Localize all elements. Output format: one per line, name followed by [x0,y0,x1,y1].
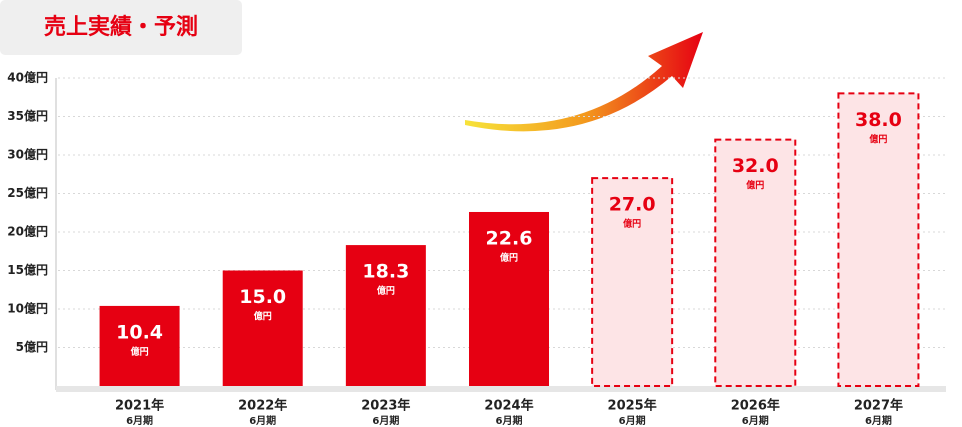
x-tick-label: 2021年 [115,398,164,414]
y-tick-label: 10億円 [7,301,48,316]
x-tick-label: 2027年 [854,398,903,414]
bar [345,245,426,386]
bar [469,211,549,386]
value-label: 15.0 [239,286,286,308]
chart-title: 売上実績・予測 [44,14,198,40]
value-unit: 億円 [500,251,518,263]
y-tick-label: 5億円 [16,339,48,354]
bar [222,270,303,386]
y-tick-label: 15億円 [7,262,48,277]
x-tick-label: 2023年 [361,398,410,414]
value-unit: 億円 [377,285,395,297]
y-tick-label: 25億円 [7,185,48,200]
forecast-bar [714,138,797,387]
x-tick-label: 2025年 [608,398,657,414]
value-unit: 億円 [623,218,641,230]
y-tick-label: 35億円 [7,108,48,123]
value-unit: 億円 [746,179,764,191]
value-label: 10.4 [116,321,163,343]
x-tick-label: 2022年 [238,398,287,414]
value-label: 32.0 [732,155,779,177]
value-unit: 億円 [869,133,887,145]
x-axis [56,386,946,392]
y-tick-label: 30億円 [7,147,48,162]
x-tick-sublabel: 6月期 [372,414,399,427]
x-tick-label: 2024年 [484,398,533,414]
x-tick-label: 2026年 [731,398,780,414]
forecast-bar [591,177,674,387]
x-tick-sublabel: 6月期 [496,414,523,427]
x-tick-sublabel: 6月期 [126,414,153,427]
bar [99,305,180,386]
x-tick-sublabel: 6月期 [742,414,769,427]
title-box [0,0,242,55]
value-label: 27.0 [609,194,656,216]
forecast-bar [837,92,920,388]
value-label: 38.0 [855,109,902,131]
value-label: 22.6 [486,227,533,249]
x-tick-sublabel: 6月期 [865,414,892,427]
y-tick-label: 40億円 [7,70,48,85]
value-unit: 億円 [131,345,149,357]
y-tick-label: 20億円 [7,224,48,239]
value-label: 18.3 [362,261,409,283]
x-tick-sublabel: 6月期 [619,414,646,427]
x-tick-sublabel: 6月期 [249,414,276,427]
value-unit: 億円 [254,310,272,322]
growth-arrow [465,32,703,132]
